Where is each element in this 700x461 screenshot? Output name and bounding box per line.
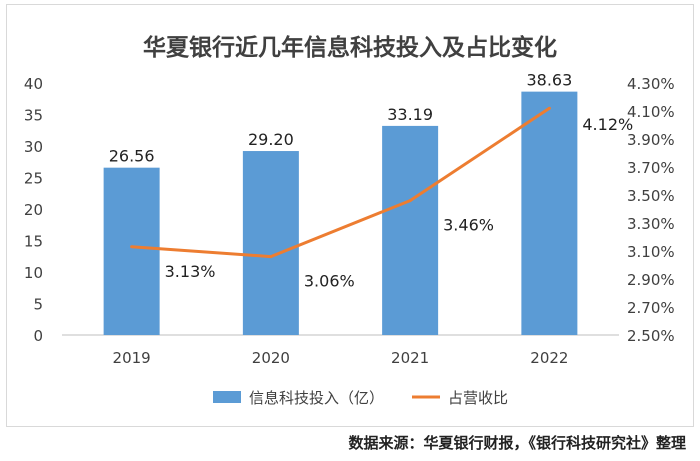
bar [103, 167, 160, 335]
y-left-tick-label: 10 [24, 264, 43, 282]
y-left-tick-label: 25 [24, 170, 43, 188]
line-point [547, 106, 551, 110]
x-tick-label: 2022 [530, 349, 568, 367]
y-right-tick-label: 4.30% [627, 75, 675, 93]
chart: 华夏银行近几年信息科技投入及占比变化 0 5 10 15 20 25 30 35 40 2.50%… [24, 34, 675, 407]
line-value-label: 4.12% [582, 115, 633, 134]
y-right-tick-label: 2.90% [627, 271, 675, 289]
data-labels: 26.56 29.20 33.19 38.63 3.13% 3.06% 3.46% 4.12% [109, 71, 633, 291]
chart-frame: 华夏银行近几年信息科技投入及占比变化 0 5 10 15 20 25 30 35 40 2.50%… [6, 4, 694, 427]
legend: 信息科技投入（亿） 占营收比 [213, 389, 508, 407]
legend-swatch-bar [213, 391, 241, 403]
y-left-tick-label: 15 [24, 233, 43, 251]
line-point [269, 255, 273, 259]
y-right-tick-label: 2.50% [627, 327, 675, 345]
y-left-tick-label: 30 [24, 138, 43, 156]
x-tick-label: 2019 [113, 349, 151, 367]
source-note: 数据来源：华夏银行财报，《银行科技研究社》整理 [348, 434, 686, 452]
y-left-tick-label: 35 [24, 107, 43, 125]
bar-value-label: 29.20 [248, 130, 294, 149]
line-value-label: 3.46% [443, 216, 494, 235]
bar [382, 125, 439, 335]
bar-value-label: 33.19 [387, 105, 433, 124]
bar [521, 91, 578, 335]
y-right-tick-label: 3.70% [627, 159, 675, 177]
axes: 0 5 10 15 20 25 30 35 40 2.50% 2.70% 2.90% 3.10% 3.30… [24, 75, 675, 367]
line-point [130, 245, 134, 249]
line-series [130, 106, 551, 259]
bar-value-label: 26.56 [109, 147, 155, 166]
line-value-label: 3.06% [304, 272, 355, 291]
y-right-tick-label: 3.10% [627, 243, 675, 261]
bar [242, 151, 299, 335]
y-right-tick-label: 3.50% [627, 187, 675, 205]
y-left-tick-label: 0 [33, 327, 43, 345]
y-left-tick-label: 20 [24, 201, 43, 219]
y-right-tick-label: 4.10% [627, 103, 675, 121]
y-right-tick-label: 2.70% [627, 299, 675, 317]
legend-label-line: 占营收比 [448, 389, 508, 407]
y-left-tick-label: 40 [24, 75, 43, 93]
line-path [131, 106, 551, 259]
y-left-tick-label: 5 [33, 296, 43, 314]
line-value-label: 3.13% [165, 262, 216, 281]
x-tick-label: 2020 [252, 349, 290, 367]
x-tick-label: 2021 [391, 349, 429, 367]
chart-title: 华夏银行近几年信息科技投入及占比变化 [143, 34, 557, 61]
legend-label-bar: 信息科技投入（亿） [249, 389, 384, 407]
line-point [408, 199, 412, 203]
bar-value-label: 38.63 [526, 71, 572, 90]
y-right-tick-label: 3.90% [627, 131, 675, 149]
y-right-tick-label: 3.30% [627, 215, 675, 233]
bars [103, 91, 578, 335]
